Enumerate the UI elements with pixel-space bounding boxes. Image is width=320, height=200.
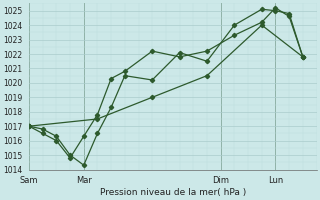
X-axis label: Pression niveau de la mer( hPa ): Pression niveau de la mer( hPa ) bbox=[100, 188, 246, 197]
